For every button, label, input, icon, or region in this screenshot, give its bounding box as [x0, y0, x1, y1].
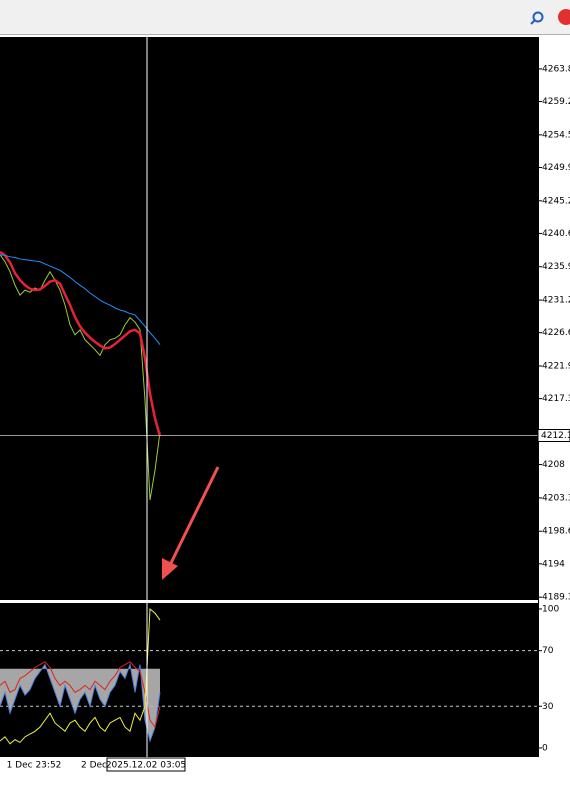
price-plot [0, 250, 538, 501]
current-price-label: 4212.1 [541, 431, 570, 441]
y-tick-label: 4240.6 [542, 229, 570, 239]
y-tick-label: 4189.3 [542, 593, 570, 603]
y-tick-label: 4194 [542, 559, 565, 569]
series-line [0, 607, 161, 745]
y-tick-label: 4226.6 [542, 328, 570, 338]
y-tick-label: 4221.9 [542, 362, 570, 372]
y-tick-label: 4208 [542, 460, 565, 470]
y-tick-label: 4198.6 [542, 527, 570, 537]
y-tick-label: 4259.2 [542, 97, 570, 107]
y-tick-label: 70 [542, 646, 554, 656]
search-icon-handle [530, 19, 536, 25]
arrow-head [162, 558, 178, 580]
crosshair-time: 2025.12.02 03:05 [106, 761, 186, 771]
arrow [168, 466, 220, 566]
y-tick-label: 100 [542, 604, 559, 614]
y-tick-label: 4263.8 [542, 64, 570, 74]
y-tick-label: 4254.5 [542, 130, 570, 140]
y-tick-label: 4203.3 [542, 493, 570, 503]
series-line [0, 661, 161, 729]
x-tick-label: 2 Dec [81, 761, 107, 771]
series-line [0, 662, 161, 743]
search-icon[interactable] [532, 11, 544, 23]
y-tick-label: 4235.9 [542, 262, 570, 272]
crosshair-time-box [106, 757, 186, 772]
y-tick-label: 0 [542, 743, 548, 753]
x-tick-label: 1 Dec 23:52 [7, 761, 62, 771]
notification-icon[interactable] [558, 9, 570, 25]
oscillator-plot [0, 607, 538, 745]
series-line [0, 254, 161, 501]
y-tick-label: 4231.2 [542, 296, 570, 306]
price-pane [0, 37, 538, 600]
current-price-box [537, 428, 570, 442]
y-tick-label: 4249.9 [542, 163, 570, 173]
series-line [0, 250, 162, 437]
series-line [0, 254, 161, 346]
histogram-area [0, 664, 160, 742]
y-tick-label: 4245.2 [542, 196, 570, 206]
y-tick-label: 30 [542, 702, 554, 712]
y-tick-label: 4217.3 [542, 394, 570, 404]
toolbar [0, 0, 570, 35]
